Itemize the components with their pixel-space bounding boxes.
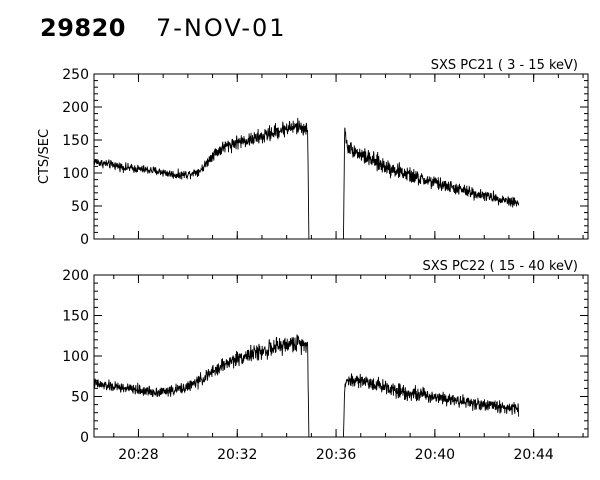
y-tick-label: 100 [62,349,89,365]
panel-pc21: 0 50 100 150 200 250 SXS PC21 ( 3 - 15 keV) CTS… [37,58,589,248]
y-axis-label: CTS/SEC [37,129,52,184]
series-line [94,334,520,437]
observation-id: 29820 [40,14,126,42]
y-tick-label: 100 [62,166,89,182]
x-tick-label: 20:36 [316,447,356,463]
y-tick-label: 250 [62,67,89,83]
panel-title: SXS PC22 ( 15 - 40 keV) [422,259,578,274]
x-tick-label: 20:44 [513,447,553,463]
y-tick-label: 50 [71,390,89,406]
x-tick-label: 20:28 [118,447,158,463]
panel-title: SXS PC21 ( 3 - 15 keV) [431,58,578,73]
series-line [94,117,520,239]
x-tick-label: 20:32 [217,447,257,463]
y-tick-label: 50 [71,199,89,215]
y-tick-label: 200 [62,268,89,284]
plot-frame [93,274,589,438]
y-tick-label: 0 [80,232,89,248]
y-tick-label: 0 [80,430,89,446]
x-tick-label: 20:40 [415,447,455,463]
y-tick-label: 150 [62,309,89,325]
y-tick-label: 200 [62,100,89,116]
y-tick-label: 150 [62,133,89,149]
observation-date: 7-NOV-01 [156,14,287,42]
panel-pc22: 0 50 100 150 200 20:28 20:32 20:36 20:40 20:44 SXS… [62,259,589,463]
plot-frame [93,73,589,240]
